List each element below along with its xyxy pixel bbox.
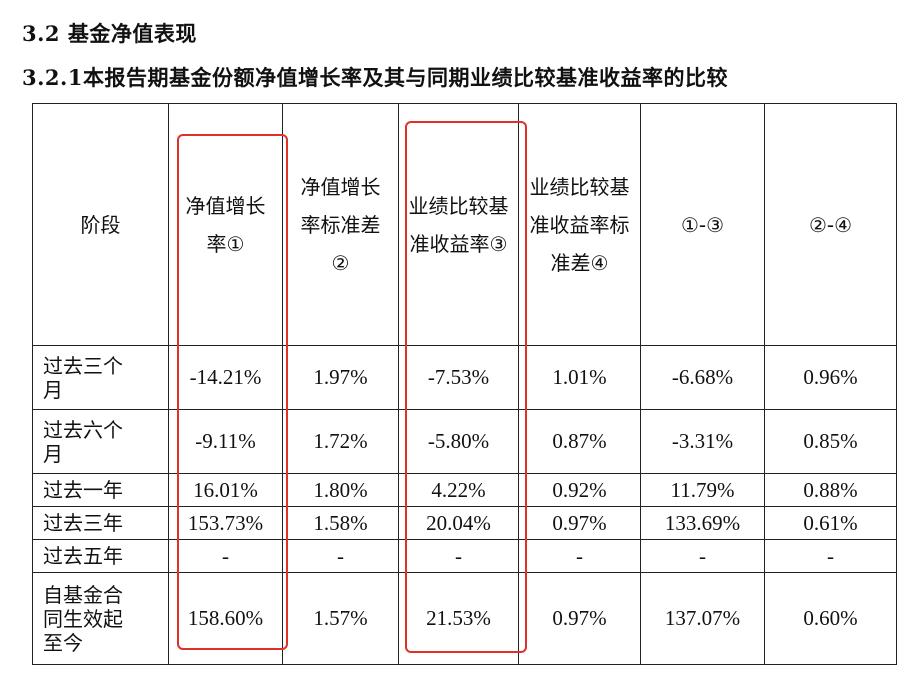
value-cell: 0.97% — [518, 572, 641, 665]
value-cell: 137.07% — [640, 572, 765, 665]
value-cell: 1.58% — [282, 506, 399, 540]
value-cell: 0.61% — [764, 506, 897, 540]
value-cell: 1.57% — [282, 572, 399, 665]
stage-cell: 过去六个月 — [32, 409, 169, 474]
header-stage: 阶段 — [32, 103, 169, 346]
value-cell: 0.60% — [764, 572, 897, 665]
value-cell: -14.21% — [168, 345, 283, 410]
header-diff-2-4: ②-④ — [764, 103, 897, 346]
table-header-row: 阶段 净值增长率① 净值增长率标准差② 业绩比较基准收益率③ 业绩比较基准收益率… — [32, 103, 897, 346]
value-cell: 158.60% — [168, 572, 283, 665]
stage-cell: 过去一年 — [32, 473, 169, 507]
table-row: 过去三年 153.73% 1.58% 20.04% 0.97% 133.69% … — [32, 506, 897, 540]
value-cell: 0.92% — [518, 473, 641, 507]
value-cell: - — [398, 539, 519, 573]
header-benchmark-return: 业绩比较基准收益率③ — [398, 103, 519, 346]
stage-cell: 过去三年 — [32, 506, 169, 540]
value-cell: 1.01% — [518, 345, 641, 410]
value-cell: - — [518, 539, 641, 573]
value-cell: 0.85% — [764, 409, 897, 474]
value-cell: -6.68% — [640, 345, 765, 410]
value-cell: 1.80% — [282, 473, 399, 507]
stage-cell: 过去五年 — [32, 539, 169, 573]
value-cell: 0.88% — [764, 473, 897, 507]
value-cell: 20.04% — [398, 506, 519, 540]
value-cell: 0.87% — [518, 409, 641, 474]
section-heading: 3.2 基金净值表现 — [22, 21, 197, 46]
performance-table: 阶段 净值增长率① 净值增长率标准差② 业绩比较基准收益率③ 业绩比较基准收益率… — [32, 103, 897, 665]
table-row: 过去三个月 -14.21% 1.97% -7.53% 1.01% -6.68% … — [32, 345, 897, 410]
table-row: 过去六个月 -9.11% 1.72% -5.80% 0.87% -3.31% 0… — [32, 409, 897, 474]
value-cell: -5.80% — [398, 409, 519, 474]
header-benchmark-std: 业绩比较基准收益率标准差④ — [518, 103, 641, 346]
value-cell: 11.79% — [640, 473, 765, 507]
value-cell: 0.96% — [764, 345, 897, 410]
table-row: 过去一年 16.01% 1.80% 4.22% 0.92% 11.79% 0.8… — [32, 473, 897, 507]
stage-cell: 自基金合同生效起至今 — [32, 572, 169, 665]
table-row: 自基金合同生效起至今 158.60% 1.57% 21.53% 0.97% 13… — [32, 572, 897, 665]
subsection-heading: 3.2.1本报告期基金份额净值增长率及其与同期业绩比较基准收益率的比较 — [22, 65, 728, 90]
value-cell: -7.53% — [398, 345, 519, 410]
value-cell: - — [640, 539, 765, 573]
stage-cell: 过去三个月 — [32, 345, 169, 410]
table-row: 过去五年 - - - - - - — [32, 539, 897, 573]
value-cell: 1.72% — [282, 409, 399, 474]
value-cell: -9.11% — [168, 409, 283, 474]
header-diff-1-3: ①-③ — [640, 103, 765, 346]
value-cell: - — [168, 539, 283, 573]
header-nav-growth-std: 净值增长率标准差② — [282, 103, 399, 346]
value-cell: 4.22% — [398, 473, 519, 507]
value-cell: 153.73% — [168, 506, 283, 540]
value-cell: - — [764, 539, 897, 573]
value-cell: 1.97% — [282, 345, 399, 410]
value-cell: 133.69% — [640, 506, 765, 540]
value-cell: 21.53% — [398, 572, 519, 665]
value-cell: - — [282, 539, 399, 573]
value-cell: 0.97% — [518, 506, 641, 540]
header-nav-growth: 净值增长率① — [168, 103, 283, 346]
value-cell: -3.31% — [640, 409, 765, 474]
value-cell: 16.01% — [168, 473, 283, 507]
